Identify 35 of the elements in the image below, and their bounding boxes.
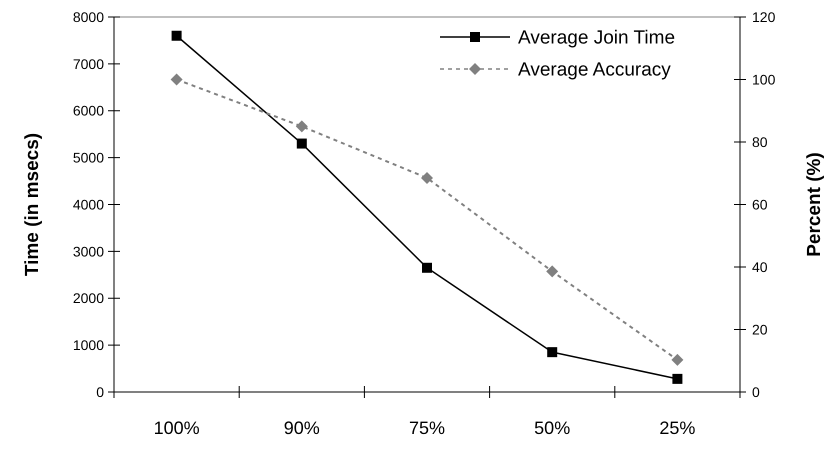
point xyxy=(422,262,432,273)
y-tick-label: 1000 xyxy=(72,337,104,354)
y-tick-label: 2000 xyxy=(72,290,104,306)
legend-label: Average Accuracy xyxy=(518,60,672,81)
x-tick-label: 100% xyxy=(154,418,200,438)
y-tick-label: 6000 xyxy=(72,102,104,119)
y2-tick-label: 80 xyxy=(752,134,768,150)
y-axis-title: Time (in msecs) xyxy=(22,132,43,276)
point xyxy=(672,374,682,384)
y2-tick-label: 40 xyxy=(752,258,768,275)
point xyxy=(172,30,182,41)
point xyxy=(296,120,308,132)
y2-tick-label: 100 xyxy=(752,71,776,88)
y-tick-label: 5000 xyxy=(72,150,104,166)
point xyxy=(547,347,558,358)
y-tick-label: 8000 xyxy=(72,8,104,25)
y-tick-label: 3000 xyxy=(72,243,104,260)
point xyxy=(546,265,558,278)
point xyxy=(170,74,183,86)
x-tick-label: 90% xyxy=(284,418,320,438)
y2-tick-label: 60 xyxy=(752,196,768,212)
y-tick-label: 7000 xyxy=(72,56,104,72)
x-tick-label: 50% xyxy=(534,418,570,438)
point xyxy=(421,172,433,184)
y2-axis-title: Percent (%) xyxy=(804,152,825,257)
y2-tick-label: 20 xyxy=(752,321,768,338)
y2-tick-label: 0 xyxy=(752,384,760,400)
y-tick-label: 4000 xyxy=(72,196,104,212)
y-tick-label: 0 xyxy=(96,384,104,400)
point xyxy=(296,138,307,149)
x-tick-label: 75% xyxy=(408,418,446,438)
x-tick-label: 25% xyxy=(659,418,696,438)
y2-tick-label: 120 xyxy=(752,8,776,25)
point xyxy=(671,354,684,366)
legend-label: Average Join Time xyxy=(518,28,676,49)
